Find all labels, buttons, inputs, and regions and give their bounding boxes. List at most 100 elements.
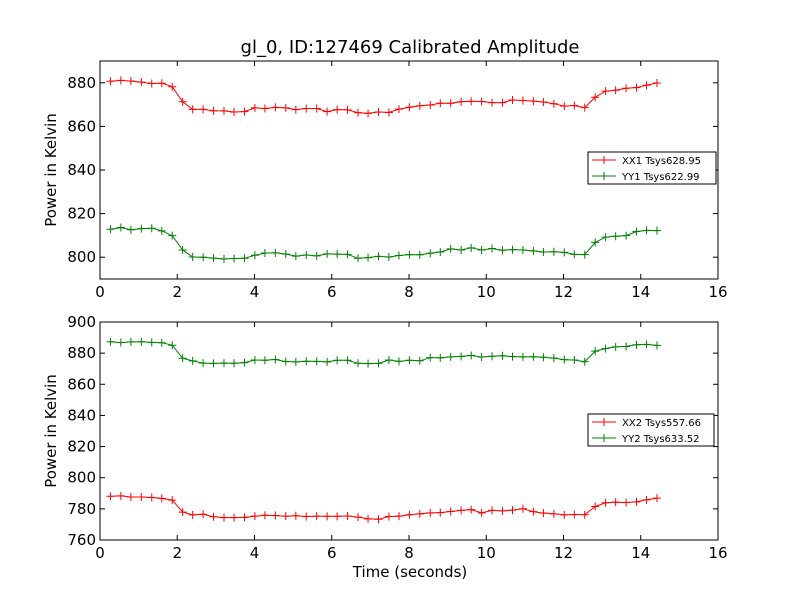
x-tick-label: 0 [95, 283, 105, 301]
data-point [271, 355, 280, 364]
data-point [147, 79, 156, 88]
data-point [611, 342, 620, 351]
legend-marker [600, 172, 608, 180]
data-point [137, 78, 146, 87]
data-point [147, 338, 156, 347]
data-point [106, 77, 115, 86]
data-point [549, 99, 558, 108]
data-point [601, 87, 610, 96]
x-tick-label: 8 [404, 544, 414, 562]
data-point [323, 107, 332, 116]
data-point [498, 351, 507, 360]
data-point [477, 508, 486, 517]
x-axis-label: Time (seconds) [352, 563, 468, 581]
data-point [178, 97, 187, 106]
data-point [199, 510, 208, 519]
y-tick-label: 860 [67, 375, 96, 393]
y-tick-label: 760 [67, 531, 96, 549]
data-point [281, 103, 290, 112]
x-tick-label: 8 [404, 283, 414, 301]
y-tick-label: 820 [67, 438, 96, 456]
data-point [580, 103, 589, 112]
legend-label: YY1 Tsys622.99 [621, 172, 700, 183]
data-point [333, 356, 342, 365]
data-point [405, 510, 414, 519]
data-point [518, 96, 527, 105]
data-point [560, 510, 569, 519]
data-point [260, 511, 269, 520]
data-point [302, 512, 311, 521]
data-point [498, 246, 507, 255]
data-point [539, 509, 548, 518]
data-point [281, 250, 290, 259]
data-point [116, 223, 125, 232]
data-point [570, 101, 579, 110]
x-tick-label: 12 [554, 283, 573, 301]
data-point [384, 512, 393, 521]
data-point [147, 493, 156, 502]
data-point [271, 511, 280, 520]
data-point [642, 81, 651, 90]
data-point [157, 338, 166, 347]
data-point [157, 79, 166, 88]
data-point [488, 352, 497, 361]
data-point [260, 104, 269, 113]
top-panel: 0 2 4 6 8 10 12 14 16 800 820 840 860 880 Power in Kel… [42, 60, 728, 301]
x-tick-label: 16 [708, 544, 727, 562]
data-point [518, 352, 527, 361]
data-point [508, 352, 517, 361]
data-point [549, 354, 558, 363]
data-point [622, 342, 631, 351]
chart-title: gl_0, ID:127469 Calibrated Amplitude [241, 37, 580, 58]
data-point [126, 337, 135, 346]
data-point [374, 359, 383, 368]
data-point [477, 246, 486, 255]
data-point [508, 245, 517, 254]
data-point [622, 84, 631, 93]
data-point [591, 93, 600, 102]
data-point [394, 512, 403, 521]
data-point [477, 353, 486, 362]
data-point [312, 357, 321, 366]
data-point [219, 513, 228, 522]
data-point [580, 510, 589, 519]
data-point [323, 249, 332, 258]
data-point [281, 512, 290, 521]
data-point [467, 97, 476, 106]
y-tick-label: 880 [67, 74, 96, 92]
data-point [457, 246, 466, 255]
data-point [312, 512, 321, 521]
y-tick-label: 840 [67, 161, 96, 179]
data-point [467, 243, 476, 252]
data-point [632, 497, 641, 506]
data-point [436, 508, 445, 517]
data-point [178, 246, 187, 255]
data-point [652, 494, 661, 503]
data-point [178, 354, 187, 363]
data-point [611, 498, 620, 507]
data-point [652, 226, 661, 235]
data-point [488, 506, 497, 515]
x-tick-label: 12 [554, 544, 573, 562]
legend [587, 151, 717, 185]
data-point [549, 247, 558, 256]
y-tick-label: 860 [67, 117, 96, 135]
data-point [508, 506, 517, 515]
data-point [137, 224, 146, 233]
data-point [405, 356, 414, 365]
data-point [168, 496, 177, 505]
data-point [529, 246, 538, 255]
data-point [199, 253, 208, 262]
data-point [539, 353, 548, 362]
data-point [219, 359, 228, 368]
legend-label: XX2 Tsys557.66 [622, 418, 701, 429]
data-point [116, 491, 125, 500]
data-point [518, 246, 527, 255]
data-point [271, 103, 280, 112]
data-point [611, 86, 620, 95]
data-point [529, 97, 538, 106]
y-tick-label: 820 [67, 205, 96, 223]
data-point [446, 507, 455, 516]
data-point [230, 254, 239, 263]
legend-marker [600, 434, 608, 442]
